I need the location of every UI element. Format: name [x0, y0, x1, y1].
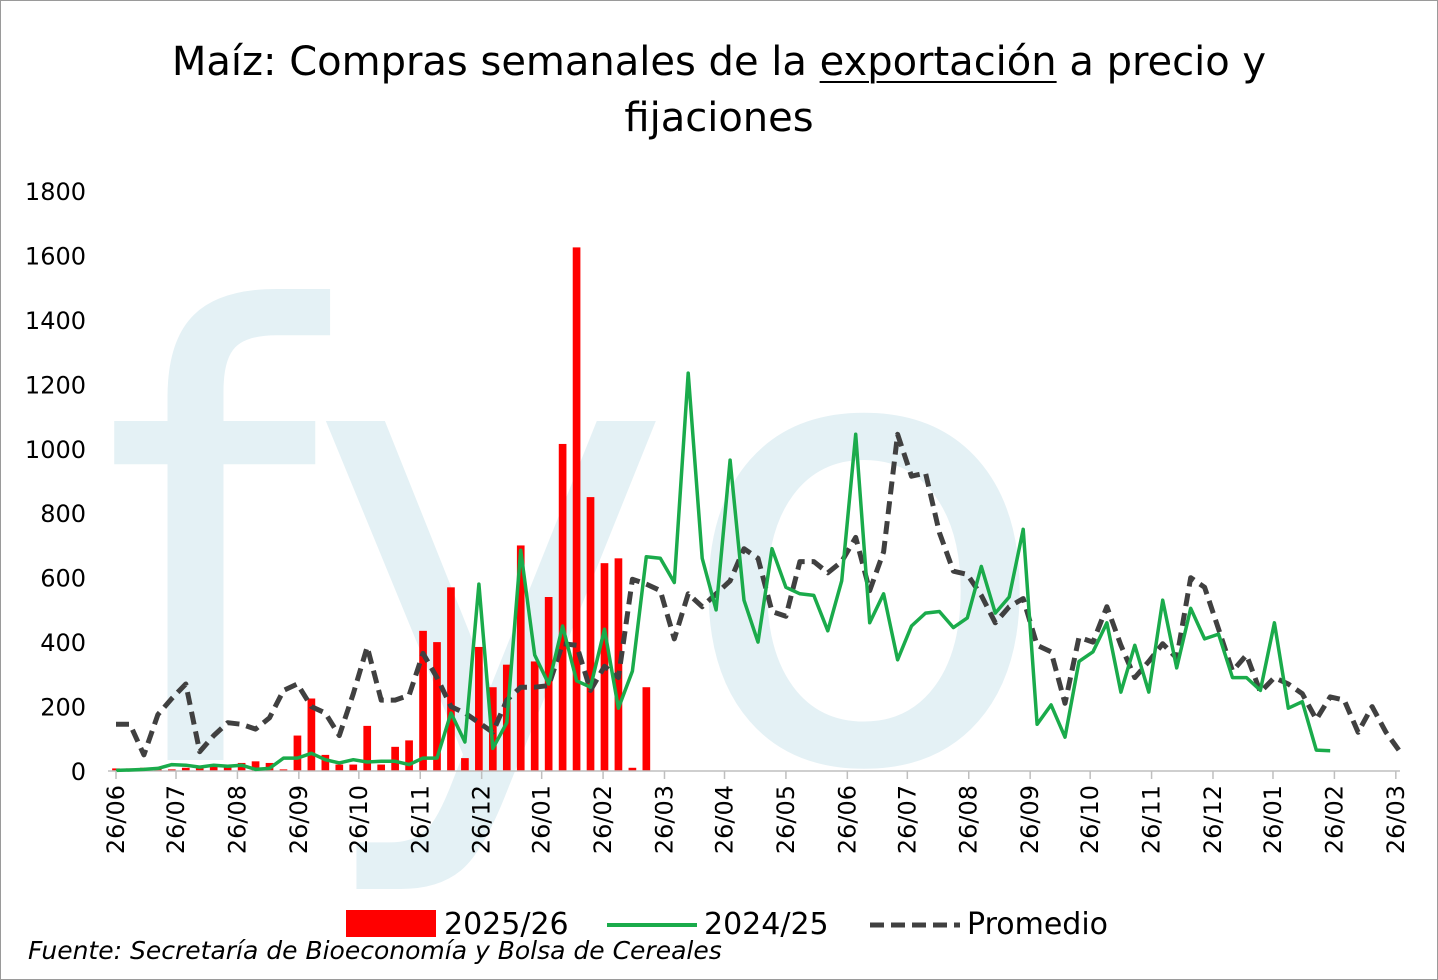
- legend: 2025/26 2024/25 Promedio: [346, 907, 1108, 942]
- plot-area: 0 200 400 600 800 1000 1200 1400 1600 1800 26/06 26…: [25, 178, 1410, 854]
- x-tick-label: 26/02: [589, 785, 617, 854]
- bar-2025-26: [461, 758, 469, 771]
- bar-2025-26: [363, 725, 372, 771]
- bar-2025-26: [447, 587, 455, 771]
- source-note: Fuente: Secretaría de Bioeconomía y Bols…: [28, 936, 722, 965]
- x-tick-label: 26/03: [650, 785, 678, 854]
- legend-label-promedio: Promedio: [967, 907, 1108, 942]
- title-text-part1: Maíz: Compras semanales de la: [171, 39, 820, 85]
- y-tick-label: 800: [40, 500, 86, 528]
- bar-2025-26: [223, 765, 232, 771]
- x-tick-label: 26/05: [772, 785, 800, 854]
- bar-2025-26: [209, 766, 218, 771]
- y-tick-label: 1400: [25, 307, 86, 335]
- x-tick-label: 26/06: [102, 785, 130, 854]
- bar-2025-26: [195, 767, 204, 771]
- bar-2025-26: [614, 558, 623, 771]
- x-tick-label: 26/09: [1016, 785, 1044, 854]
- bar-2025-26: [433, 642, 441, 771]
- bar-2025-26: [572, 247, 581, 771]
- bar-2025-26: [307, 698, 316, 771]
- y-tick-label: 0: [71, 758, 86, 786]
- bar-2025-26: [642, 687, 651, 771]
- x-tick-label: 26/06: [833, 785, 861, 854]
- x-tick-label: 26/10: [1076, 785, 1104, 854]
- bar-2025-26: [628, 767, 637, 771]
- series-line-2024-25: [115, 371, 1331, 773]
- bar-2025-26: [391, 746, 399, 771]
- chart-title: Maíz: Compras semanales de la exportació…: [0, 34, 1438, 146]
- x-tick-label: 26/10: [345, 785, 373, 854]
- bar-2025-26: [321, 754, 330, 771]
- bar-2025-26: [419, 630, 427, 771]
- bar-2025-26: [516, 545, 525, 771]
- y-tick-label: 1800: [25, 178, 86, 206]
- y-tick-label: 1000: [25, 436, 86, 464]
- bar-2025-26: [349, 764, 358, 771]
- series-line-promedio: [116, 431, 1403, 758]
- bar-2025-26: [293, 735, 302, 771]
- x-tick-label: 26/07: [162, 785, 190, 854]
- bar-2025-26: [335, 764, 344, 771]
- x-tick-label: 26/04: [711, 785, 739, 854]
- x-tick-label: 26/07: [893, 785, 921, 854]
- bar-2025-26: [586, 497, 595, 771]
- x-tick-label: 26/12: [1199, 785, 1227, 854]
- legend-label-2025-26: 2025/26: [444, 907, 569, 942]
- x-tick-label: 26/02: [1320, 785, 1348, 854]
- bar-2025-26: [279, 769, 288, 771]
- x-tick-label: 26/11: [1138, 785, 1166, 854]
- x-tick-label: 26/03: [1382, 785, 1410, 854]
- bar-2025-26: [530, 661, 539, 771]
- bar-2025-26: [154, 769, 162, 771]
- y-tick-label: 1200: [25, 371, 86, 399]
- y-tick-label: 400: [40, 629, 86, 657]
- x-tick-label: 26/09: [285, 785, 313, 854]
- x-tick-label: 26/12: [468, 785, 496, 854]
- y-tick-label: 200: [40, 694, 86, 722]
- y-tick-label: 600: [40, 565, 86, 593]
- bar-2025-26: [181, 767, 190, 771]
- legend-swatch-2025-26: [346, 910, 436, 937]
- x-tick-label: 26/11: [406, 785, 434, 854]
- bar-2025-26: [405, 740, 413, 771]
- title-text-underlined: exportación: [819, 39, 1057, 85]
- y-tick-label: 1600: [25, 242, 86, 270]
- x-tick-label: 26/08: [955, 785, 983, 854]
- x-tick-label: 26/01: [1259, 785, 1287, 854]
- bar-2025-26: [251, 761, 260, 771]
- bar-2025-26: [558, 443, 567, 771]
- title-text-part3: a precio y: [1056, 39, 1267, 85]
- bar-2025-26: [475, 646, 483, 771]
- bar-2025-26: [377, 764, 386, 771]
- x-tick-label: 26/01: [528, 785, 556, 854]
- legend-label-2024-25: 2024/25: [704, 907, 829, 942]
- title-line2: fijaciones: [624, 95, 814, 141]
- bar-2025-26: [167, 769, 176, 771]
- x-tick-label: 26/08: [223, 785, 251, 854]
